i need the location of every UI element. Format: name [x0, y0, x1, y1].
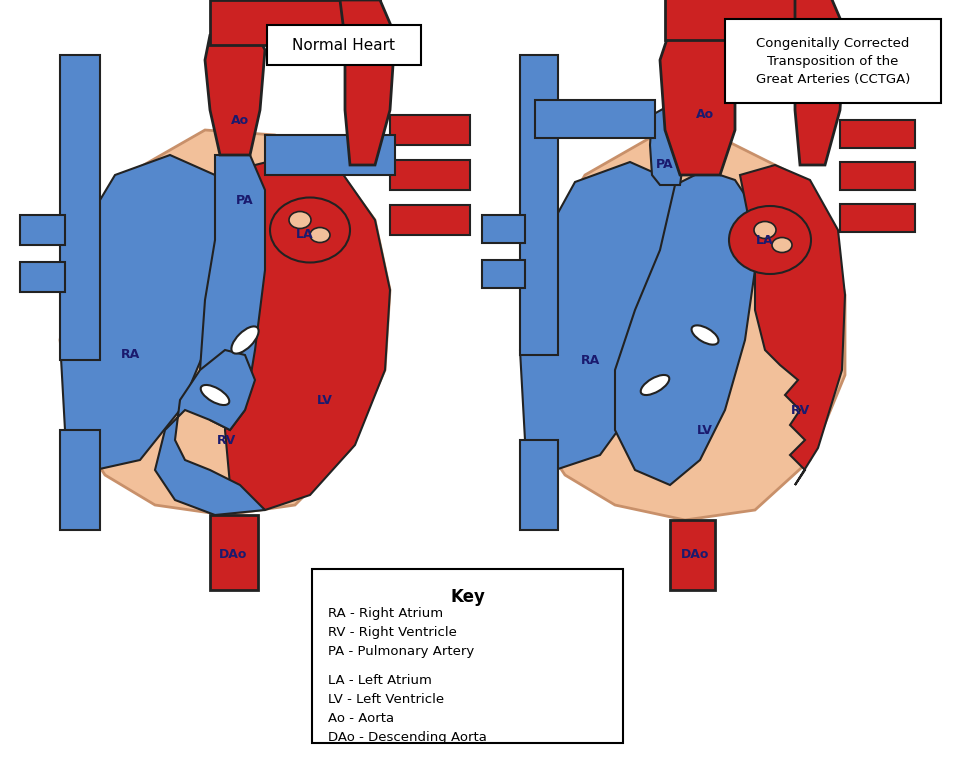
- Bar: [520, 440, 558, 530]
- Text: RA - Right Atrium: RA - Right Atrium: [328, 607, 443, 620]
- Ellipse shape: [310, 228, 330, 242]
- Text: Key: Key: [451, 588, 485, 606]
- Bar: [665, 0, 830, 40]
- Polygon shape: [650, 105, 685, 185]
- Text: Ao: Ao: [231, 114, 249, 126]
- Polygon shape: [525, 135, 845, 520]
- Text: LA: LA: [296, 229, 314, 241]
- Text: Congenitally Corrected
Transposition of the
Great Arteries (CCTGA): Congenitally Corrected Transposition of …: [756, 36, 910, 86]
- Ellipse shape: [201, 385, 230, 405]
- Bar: [840, 120, 915, 148]
- Polygon shape: [200, 155, 265, 430]
- Polygon shape: [225, 155, 390, 510]
- FancyBboxPatch shape: [267, 25, 421, 65]
- Bar: [390, 160, 470, 190]
- Bar: [482, 215, 525, 243]
- Bar: [265, 135, 395, 175]
- Text: DAo: DAo: [219, 549, 247, 562]
- Text: DAo - Descending Aorta: DAo - Descending Aorta: [328, 731, 487, 744]
- Text: PA: PA: [657, 158, 674, 172]
- Text: LV: LV: [697, 423, 713, 437]
- Ellipse shape: [232, 326, 258, 354]
- Bar: [670, 520, 715, 590]
- Polygon shape: [660, 15, 735, 175]
- Text: LV - Left Ventricle: LV - Left Ventricle: [328, 693, 444, 706]
- Bar: [60, 55, 100, 360]
- Bar: [482, 260, 525, 288]
- Ellipse shape: [270, 198, 350, 263]
- Text: RA: RA: [121, 348, 140, 362]
- Text: RV: RV: [790, 403, 810, 416]
- Ellipse shape: [754, 222, 776, 238]
- Bar: [390, 205, 470, 235]
- Polygon shape: [340, 0, 395, 165]
- Text: LV: LV: [317, 394, 333, 407]
- Polygon shape: [740, 165, 845, 485]
- Bar: [60, 430, 100, 530]
- Ellipse shape: [692, 326, 719, 344]
- Bar: [520, 55, 558, 355]
- Bar: [840, 162, 915, 190]
- Text: RV - Right Ventricle: RV - Right Ventricle: [328, 626, 456, 639]
- Bar: [390, 115, 470, 145]
- Polygon shape: [155, 350, 265, 515]
- FancyBboxPatch shape: [312, 569, 623, 743]
- Ellipse shape: [640, 375, 669, 395]
- Bar: [20, 215, 65, 245]
- Text: Ao: Ao: [696, 108, 714, 122]
- Ellipse shape: [772, 238, 792, 253]
- Bar: [535, 100, 655, 138]
- Polygon shape: [795, 0, 845, 165]
- Text: RA: RA: [580, 354, 600, 366]
- Polygon shape: [520, 162, 685, 470]
- Polygon shape: [60, 130, 390, 515]
- Bar: [210, 515, 258, 590]
- Text: LA: LA: [756, 233, 774, 247]
- Text: Ao - Aorta: Ao - Aorta: [328, 712, 394, 725]
- Text: Normal Heart: Normal Heart: [293, 38, 395, 52]
- Polygon shape: [60, 155, 230, 470]
- Text: LA - Left Atrium: LA - Left Atrium: [328, 674, 432, 687]
- Bar: [210, 0, 380, 45]
- Polygon shape: [205, 20, 265, 155]
- Text: DAo: DAo: [680, 549, 709, 562]
- Polygon shape: [615, 170, 755, 485]
- Bar: [840, 204, 915, 232]
- Text: PA - Pulmonary Artery: PA - Pulmonary Artery: [328, 645, 475, 658]
- Ellipse shape: [289, 211, 311, 229]
- Text: PA: PA: [236, 194, 254, 207]
- FancyBboxPatch shape: [725, 19, 941, 103]
- Text: RV: RV: [217, 434, 236, 447]
- Ellipse shape: [729, 206, 811, 274]
- Bar: [20, 262, 65, 292]
